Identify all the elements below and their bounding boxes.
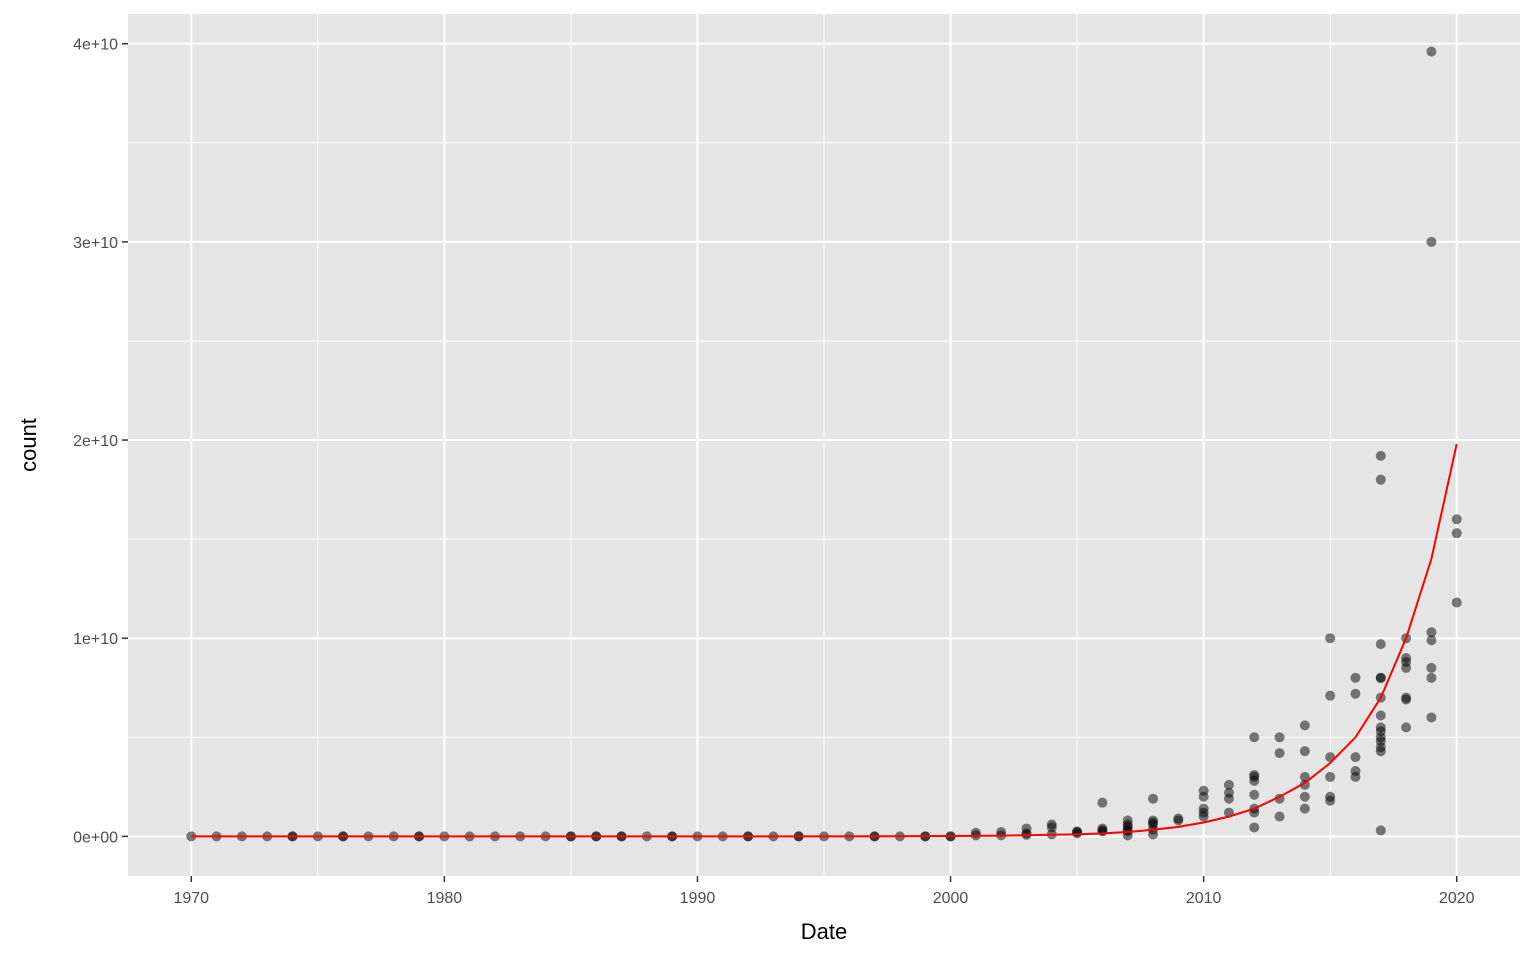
data-point (1451, 597, 1462, 608)
y-axis-title: count (16, 418, 41, 472)
data-point (1451, 528, 1462, 539)
data-point (1375, 710, 1386, 721)
data-point (1223, 779, 1234, 790)
data-point (1375, 722, 1386, 733)
data-point (1249, 769, 1260, 780)
data-point (1198, 785, 1209, 796)
data-point (1401, 692, 1412, 703)
trend-line (191, 443, 1458, 838)
data-point (1299, 791, 1310, 802)
data-point (1401, 653, 1412, 664)
data-point (1375, 474, 1386, 485)
data-point (1375, 825, 1386, 836)
data-point (1426, 627, 1437, 638)
data-point (1046, 819, 1057, 830)
data-point (1299, 746, 1310, 757)
x-tick-label: 2010 (1186, 890, 1222, 907)
data-point (1223, 787, 1234, 798)
data-point (1299, 803, 1310, 814)
data-point (1021, 823, 1032, 834)
x-tick-label: 2020 (1439, 890, 1475, 907)
data-point (1249, 822, 1260, 833)
x-axis: 1970 1980 1990 2000 2010 2020 (173, 876, 1475, 907)
data-point (1198, 803, 1209, 814)
x-tick-label: 1990 (680, 890, 716, 907)
x-tick-label: 1980 (427, 890, 463, 907)
trend-line-group (191, 443, 1458, 838)
y-tick-label: 1e+10 (73, 631, 118, 648)
data-point (1375, 639, 1386, 650)
y-tick-label: 3e+10 (73, 235, 118, 252)
data-point (1274, 748, 1285, 759)
data-point (1097, 823, 1108, 834)
data-point (1325, 633, 1336, 644)
data-point (1451, 514, 1462, 525)
minor-gridlines (128, 14, 1520, 876)
data-point (1426, 635, 1437, 646)
data-point (1325, 791, 1336, 802)
data-point (1325, 771, 1336, 782)
data-point (1426, 46, 1437, 57)
data-point (1249, 789, 1260, 800)
y-axis: 0e+00 1e+10 2e+10 3e+10 4e+10 (73, 37, 128, 846)
data-point (1249, 732, 1260, 743)
data-point (1350, 765, 1361, 776)
data-point (1350, 688, 1361, 699)
data-point (1148, 793, 1159, 804)
data-point (1426, 712, 1437, 723)
data-point (1426, 672, 1437, 683)
data-point (1299, 720, 1310, 731)
data-point (1097, 797, 1108, 808)
data-point (1122, 815, 1133, 826)
data-point (1375, 450, 1386, 461)
data-point (1426, 236, 1437, 247)
data-point (1350, 752, 1361, 763)
data-point (1148, 815, 1159, 826)
data-point (1350, 672, 1361, 683)
data-point (1299, 771, 1310, 782)
data-point (186, 831, 197, 842)
data-point (1401, 722, 1412, 733)
x-axis-title: Date (801, 919, 847, 944)
y-tick-label: 0e+00 (73, 829, 118, 846)
data-point (1173, 813, 1184, 824)
y-tick-label: 2e+10 (73, 433, 118, 450)
y-tick-label: 4e+10 (73, 37, 118, 54)
data-point (1375, 672, 1386, 683)
x-tick-label: 1970 (173, 890, 209, 907)
data-point (996, 827, 1007, 838)
data-point (1325, 690, 1336, 701)
data-point (1299, 779, 1310, 790)
data-point (1426, 662, 1437, 673)
data-point (1274, 732, 1285, 743)
data-point (1274, 811, 1285, 822)
x-tick-label: 2000 (933, 890, 969, 907)
